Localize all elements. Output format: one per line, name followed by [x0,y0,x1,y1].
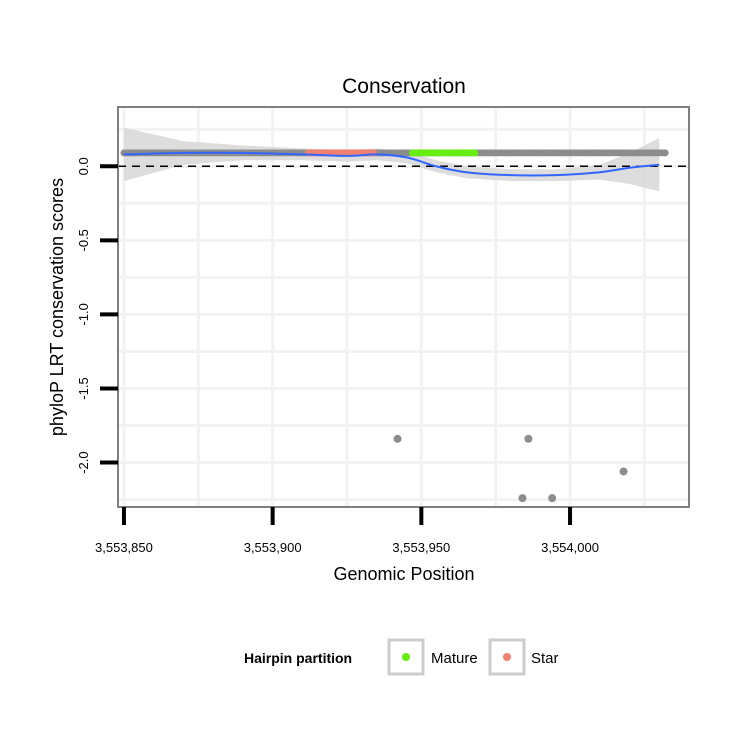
x-tick-label: 3,554,000 [541,540,599,555]
chart-title: Conservation [342,75,466,98]
legend-item-star: Star [488,638,559,676]
legend-swatch-mature [402,653,410,661]
smooth-line-layer [123,151,660,177]
y-tick-label: -2.0 [76,451,91,473]
x-axis-label: Genomic Position [333,564,474,584]
data-point-outlier [393,434,402,443]
data-point-outlier [548,494,557,503]
data-point-outlier [524,434,533,443]
y-axis: 0.0 -0.5 -1.0 -1.5 -2.0 [76,157,118,474]
x-tick-label: 3,553,950 [392,540,450,555]
y-axis-label: phyloP LRT conservation scores [47,178,67,436]
data-point-outlier [518,494,527,503]
legend-label-mature: Mature [431,650,478,667]
plot-panel-border [117,106,690,508]
legend-label-star: Star [531,650,559,667]
y-tick-label: 0.0 [76,157,91,175]
legend-title: Hairpin partition [244,650,352,666]
x-tick-label: 3,553,900 [244,540,302,555]
legend-item-mature: Mature [387,638,478,676]
y-tick-label: -0.5 [76,229,91,251]
y-tick-label: -1.0 [76,303,91,325]
x-axis: 3,553,850 3,553,900 3,553,950 3,554,000 [95,507,599,555]
legend-swatch-star [503,653,511,661]
x-tick-label: 3,553,850 [95,540,153,555]
data-point [661,149,669,157]
smooth-line [123,151,660,177]
data-point-outlier [619,467,628,476]
data-point-mature [471,149,479,157]
y-tick-label: -1.5 [76,377,91,399]
legend: Hairpin partition Mature Star [244,638,559,676]
